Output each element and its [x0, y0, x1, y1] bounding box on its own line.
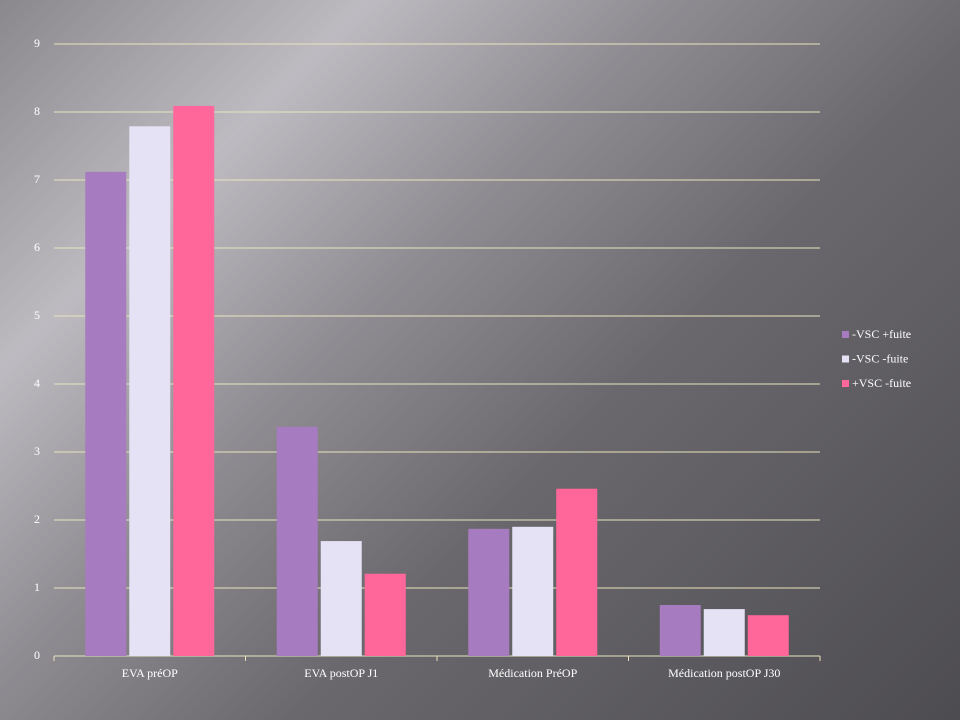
- bar: [85, 171, 127, 656]
- x-tick-label: Médication PréOP: [488, 666, 577, 680]
- legend-label: -VSC +fuite: [852, 327, 911, 341]
- legend-label: +VSC -fuite: [852, 376, 911, 390]
- bar: [320, 541, 362, 656]
- bar: [173, 105, 215, 656]
- legend-swatch: [842, 331, 849, 338]
- y-tick-label: 3: [34, 444, 40, 458]
- y-tick-label: 6: [34, 240, 40, 254]
- bar: [468, 528, 510, 656]
- y-tick-label: 1: [34, 580, 40, 594]
- y-tick-label: 4: [34, 376, 40, 390]
- y-tick-label: 2: [34, 512, 40, 526]
- y-tick-label: 9: [34, 36, 40, 50]
- bar: [703, 609, 745, 656]
- y-tick-label: 5: [34, 308, 40, 322]
- y-tick-label: 7: [34, 172, 40, 186]
- bar: [556, 488, 598, 656]
- legend-swatch: [842, 355, 849, 363]
- bar: [364, 573, 406, 656]
- bar: [747, 615, 789, 656]
- bar: [512, 526, 554, 656]
- x-tick-label: EVA préOP: [122, 666, 178, 680]
- y-tick-label: 0: [34, 648, 40, 662]
- legend-swatch: [842, 380, 849, 387]
- bar: [659, 605, 701, 656]
- legend-label: -VSC -fuite: [852, 351, 908, 365]
- x-tick-label: Médication postOP J30: [668, 666, 780, 680]
- bar: [129, 126, 171, 656]
- y-tick-label: 8: [34, 104, 40, 118]
- bar: [276, 426, 318, 656]
- x-tick-label: EVA postOP J1: [304, 666, 378, 680]
